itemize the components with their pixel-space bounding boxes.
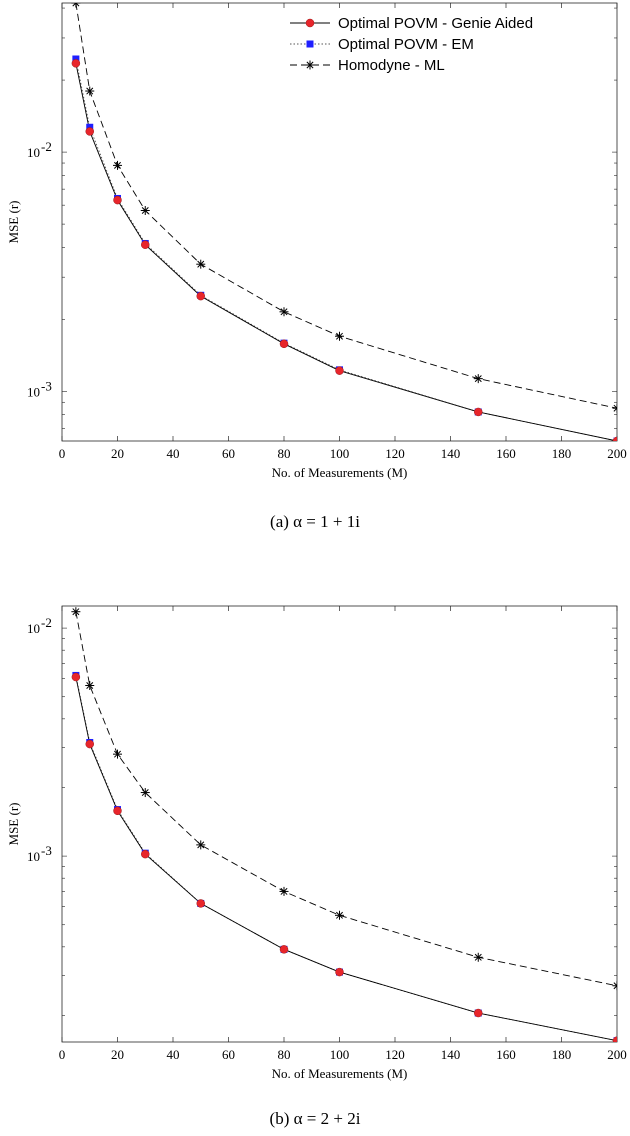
x-tick-label: 80 bbox=[278, 1047, 291, 1062]
data-point-asterisk bbox=[85, 86, 95, 96]
data-point-asterisk bbox=[196, 840, 206, 850]
data-point-square bbox=[72, 55, 80, 63]
caption-b: (b) α = 2 + 2i bbox=[269, 1109, 361, 1128]
y-tick-exponent: -3 bbox=[41, 843, 52, 858]
x-tick-label: 160 bbox=[496, 1047, 516, 1062]
data-point-circle bbox=[196, 291, 205, 301]
data-point-asterisk bbox=[113, 160, 122, 170]
y-tick-exponent: -2 bbox=[41, 615, 52, 630]
legend-label: Optimal POVM - EM bbox=[338, 36, 474, 53]
x-tick-label: 120 bbox=[385, 446, 405, 461]
caption-a: (a) α = 1 + 1i bbox=[270, 512, 360, 531]
data-point-circle bbox=[71, 59, 81, 68]
data-point-circle bbox=[474, 407, 483, 417]
x-tick-label: 0 bbox=[59, 1047, 66, 1062]
data-point-circle bbox=[113, 806, 122, 816]
series-line-0 bbox=[75, 676, 617, 1042]
y-tick-label: 10 bbox=[27, 849, 40, 864]
data-point-circle bbox=[335, 967, 344, 977]
data-point-circle bbox=[113, 195, 122, 205]
data-point-asterisk bbox=[71, 3, 81, 8]
x-tick-label: 180 bbox=[552, 446, 572, 461]
data-point-asterisk bbox=[612, 403, 617, 413]
x-tick-label: 140 bbox=[441, 446, 461, 461]
y-tick-label: 10 bbox=[27, 384, 40, 399]
data-point-asterisk bbox=[140, 788, 150, 798]
data-point-asterisk bbox=[140, 206, 150, 216]
x-tick-label: 80 bbox=[278, 446, 291, 461]
data-point-circle bbox=[196, 899, 205, 908]
plot-frame bbox=[61, 605, 618, 1043]
x-tick-label: 0 bbox=[59, 446, 66, 461]
x-tick-label: 120 bbox=[385, 1047, 405, 1062]
data-point-circle bbox=[141, 240, 150, 249]
x-tick-label: 20 bbox=[111, 446, 124, 461]
data-point-circle bbox=[85, 127, 94, 136]
series-layer bbox=[71, 607, 617, 1042]
series-line-2 bbox=[75, 611, 617, 987]
legend-label: Homodyne - ML bbox=[338, 57, 445, 74]
data-point-asterisk bbox=[113, 749, 122, 759]
x-tick-label: 40 bbox=[167, 446, 180, 461]
y-tick-label: 10 bbox=[27, 145, 40, 160]
data-point-asterisk bbox=[85, 681, 95, 691]
x-tick-label: 180 bbox=[552, 1047, 572, 1062]
x-tick-label: 160 bbox=[496, 446, 516, 461]
y-tick-exponent: -2 bbox=[41, 139, 52, 154]
data-point-asterisk bbox=[279, 886, 289, 896]
figure-a: 0 20 40 60 80 100 120 140 160 180 200 10 -3 10 -2 No. o… bbox=[0, 0, 630, 540]
series-line-0 bbox=[75, 63, 617, 441]
x-tick-label: 200 bbox=[607, 1047, 627, 1062]
x-tick-label: 100 bbox=[330, 446, 350, 461]
series-line-1 bbox=[75, 58, 617, 441]
data-point-asterisk bbox=[612, 981, 617, 991]
x-tick-label: 60 bbox=[222, 446, 235, 461]
y-tick-exponent: -3 bbox=[41, 378, 52, 393]
legend-entry: Homodyne - ML bbox=[290, 57, 445, 74]
data-point-circle bbox=[85, 739, 94, 749]
legend-marker bbox=[305, 18, 315, 28]
x-tick-label: 20 bbox=[111, 1047, 124, 1062]
data-point-asterisk bbox=[473, 374, 483, 384]
legend: Optimal POVM - Genie Aided Optimal POVM -… bbox=[290, 15, 533, 74]
x-tick-label: 140 bbox=[441, 1047, 461, 1062]
x-tick-label: 200 bbox=[607, 446, 627, 461]
y-tick-label: 10 bbox=[27, 621, 40, 636]
data-point-asterisk bbox=[335, 910, 344, 920]
legend-entry: Optimal POVM - Genie Aided bbox=[290, 15, 533, 32]
series-line-1 bbox=[75, 675, 617, 1042]
data-point-circle bbox=[279, 339, 289, 349]
x-axis-label: No. of Measurements (M) bbox=[272, 1066, 408, 1081]
legend-label: Optimal POVM - Genie Aided bbox=[338, 15, 533, 32]
data-point-asterisk bbox=[71, 607, 81, 617]
figure-b: 0 20 40 60 80 100 120 140 160 180 200 10 -3 10 -2 No. o… bbox=[0, 585, 630, 1136]
data-point-circle bbox=[141, 849, 150, 859]
data-point-asterisk bbox=[279, 307, 289, 317]
data-point-circle bbox=[474, 1008, 483, 1018]
data-point-circle bbox=[71, 672, 81, 682]
x-axis-label: No. of Measurements (M) bbox=[272, 465, 408, 480]
x-tick-label: 60 bbox=[222, 1047, 235, 1062]
legend-entry: Optimal POVM - EM bbox=[290, 36, 474, 53]
y-axis-label: MSE (r) bbox=[6, 803, 21, 846]
legend-marker bbox=[306, 40, 314, 48]
data-point-asterisk bbox=[196, 259, 206, 269]
series-layer bbox=[71, 3, 617, 441]
data-point-asterisk bbox=[335, 331, 344, 341]
data-point-circle bbox=[612, 436, 617, 441]
x-tick-label: 40 bbox=[167, 1047, 180, 1062]
data-point-asterisk bbox=[473, 952, 483, 962]
legend-marker bbox=[306, 61, 314, 69]
data-point-circle bbox=[335, 366, 344, 375]
x-tick-label: 100 bbox=[330, 1047, 350, 1062]
y-axis-label: MSE (r) bbox=[6, 201, 21, 244]
data-point-circle bbox=[279, 945, 289, 954]
data-point-circle bbox=[612, 1036, 617, 1042]
